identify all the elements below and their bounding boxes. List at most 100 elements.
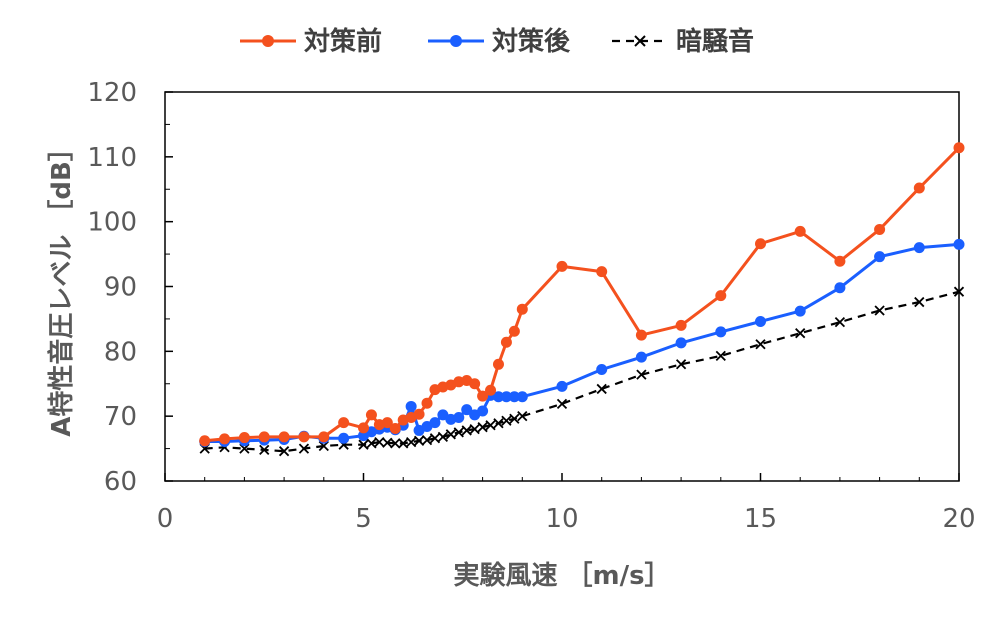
data-point [199,435,211,447]
data-point [596,363,608,375]
data-point [358,439,369,450]
legend-marker-series-3 [634,35,646,47]
data-point [501,415,512,426]
series-layer [199,142,965,457]
data-point [278,446,290,457]
y-tick-label: 100 [87,208,137,238]
x-axis-title: 実験風速 ［m/s］ [453,560,670,591]
data-point [469,378,481,390]
data-point [755,316,766,328]
x-tick-label: 5 [355,504,372,534]
data-point [636,369,647,380]
data-point [338,417,350,429]
data-point [405,400,417,412]
data-point [794,305,806,317]
y-tick-label: 80 [104,337,137,367]
data-point [556,398,568,409]
data-point [492,391,504,403]
data-point [278,431,290,443]
data-point [429,433,441,444]
data-point [508,391,520,403]
data-point [874,251,886,263]
data-point [715,290,727,302]
data-point [485,420,496,431]
legend-label-series-3: 暗騒音 [676,26,754,57]
data-point [429,417,441,429]
data-point [834,282,846,294]
series-line [204,242,960,443]
data-point [508,325,520,337]
data-point [389,422,401,434]
x-tick-label: 10 [545,504,578,534]
data-point [596,266,608,278]
data-point [461,404,473,416]
data-point [675,359,687,370]
legend-item-series-1: 対策前 [240,26,382,57]
data-point [453,427,464,438]
data-point [755,238,766,250]
data-point [381,417,393,429]
legend-marker-series-2 [450,35,462,47]
y-tick-label: 120 [87,78,137,108]
y-tick-label: 90 [104,273,137,303]
data-point [365,409,377,421]
data-point [834,255,846,267]
data-point [874,223,886,235]
data-point [413,408,425,420]
data-point [953,286,965,297]
data-point [421,435,433,446]
data-point [238,432,250,444]
series-1 [199,142,965,447]
data-point [318,440,329,452]
data-point [477,422,488,433]
data-point [492,358,504,370]
data-point [913,242,925,254]
y-tick-label: 110 [87,143,137,173]
data-point [298,443,310,454]
data-point [413,435,425,446]
data-point [635,329,647,341]
data-point [398,438,409,449]
data-point [485,384,497,396]
data-point [406,436,417,448]
data-point [338,432,350,444]
y-tick-label: 60 [104,467,137,497]
data-point [477,390,489,402]
data-point [755,339,766,350]
data-point [715,350,726,362]
data-point [219,433,231,445]
data-point [421,397,433,409]
data-point [374,436,385,448]
data-point [298,431,310,443]
data-point [318,431,330,443]
data-point [675,319,687,331]
x-tick-label: 15 [744,504,777,534]
data-point [382,437,393,448]
data-point [461,425,472,436]
data-point [258,431,270,443]
data-point [874,305,885,316]
data-point [239,443,250,454]
data-point [794,225,806,237]
data-point [445,429,456,440]
y-axis-title: A特性音圧レベル ［dB］ [46,135,77,437]
data-point [493,418,504,429]
legend-label-series-2: 対策後 [492,26,571,57]
legend-label-series-1: 対策前 [304,26,382,57]
data-point [259,444,270,456]
legend-item-series-2: 対策後 [428,26,571,57]
data-point [953,238,965,250]
data-point [509,413,520,424]
series-line [204,290,960,453]
series-3 [199,286,965,457]
data-point [556,380,568,392]
data-point [715,326,727,338]
data-point [469,423,480,435]
data-point [453,411,465,423]
data-point [516,303,528,315]
data-point [913,182,925,194]
data-point [953,142,965,154]
data-point [390,438,401,449]
y-axis: 60 70 80 90 100 110 120 [87,78,173,497]
